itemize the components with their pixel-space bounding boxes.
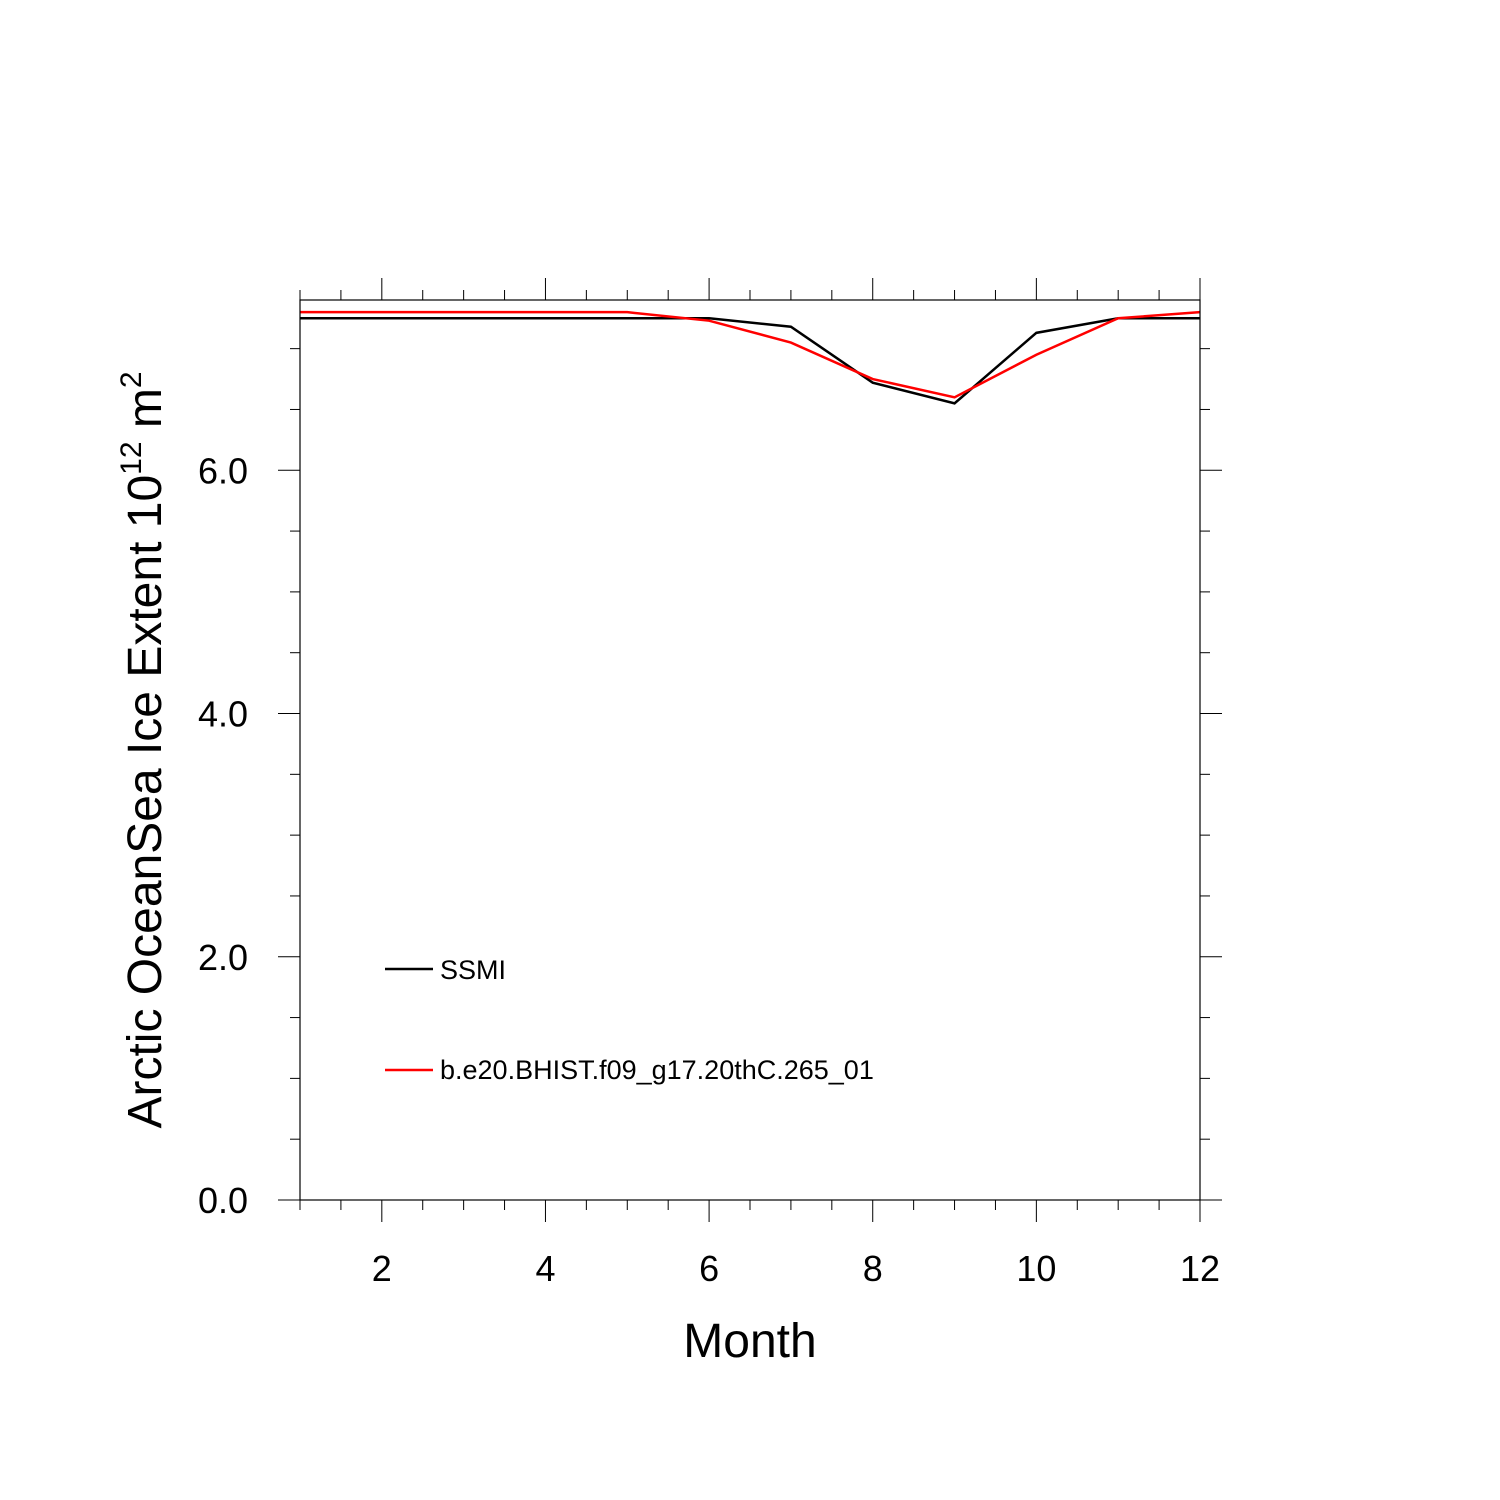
series-layer: [300, 310, 1201, 405]
y-tick-label: 0.0: [198, 1180, 248, 1221]
y-tick-label: 4.0: [198, 694, 248, 735]
x-tick-label: 12: [1180, 1248, 1220, 1289]
tick-labels: 2 4 6 8 10 12 0.0 2.0 4.0 6.0: [198, 450, 1220, 1289]
y-tick-label: 6.0: [198, 450, 248, 491]
x-tick-label: 4: [535, 1248, 555, 1289]
y-axis-title-main: Arctic OceanSea Ice Extent 10: [119, 475, 172, 1129]
y-axis-title: Arctic OceanSea Ice Extent 1012 m2: [115, 371, 172, 1128]
x-tick-label: 6: [699, 1248, 719, 1289]
y-axis-title-unit-exponent: 2: [115, 371, 148, 388]
y-axis-title-exponent: 12: [115, 441, 148, 474]
x-axis-title: Month: [683, 1315, 816, 1368]
legend-label-model: b.e20.BHIST.f09_g17.20thC.265_01: [440, 1055, 874, 1085]
x-tick-label: 10: [1016, 1248, 1056, 1289]
y-tick-label: 2.0: [198, 937, 248, 978]
x-tick-label: 2: [372, 1248, 392, 1289]
legend: SSMI b.e20.BHIST.f09_g17.20thC.265_01: [385, 955, 874, 1085]
legend-label-ssmi: SSMI: [440, 955, 506, 985]
series-line-model: [300, 310, 1201, 399]
series-line-ssmi: [300, 316, 1200, 405]
axis-ticks: [278, 278, 1222, 1222]
x-tick-label: 8: [863, 1248, 883, 1289]
y-axis-title-unit: m: [119, 388, 172, 441]
plot-frame: [299, 299, 1201, 1201]
